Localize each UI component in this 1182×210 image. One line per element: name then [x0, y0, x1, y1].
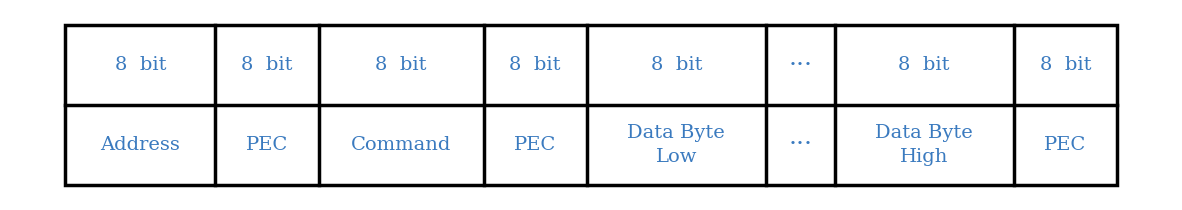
Text: 8  bit: 8 bit: [650, 56, 702, 74]
Text: ···: ···: [788, 133, 812, 156]
Text: Address: Address: [100, 136, 180, 154]
Text: 8  bit: 8 bit: [509, 56, 560, 74]
Text: PEC: PEC: [1044, 136, 1086, 154]
Text: 8  bit: 8 bit: [898, 56, 950, 74]
Text: 8  bit: 8 bit: [1040, 56, 1091, 74]
Text: 8  bit: 8 bit: [376, 56, 427, 74]
Text: Data Byte
Low: Data Byte Low: [628, 124, 725, 166]
Bar: [65, 25, 1117, 185]
Text: Command: Command: [351, 136, 452, 154]
Text: ···: ···: [788, 54, 812, 77]
Text: PEC: PEC: [514, 136, 557, 154]
Text: 8  bit: 8 bit: [241, 56, 293, 74]
Text: Data Byte
High: Data Byte High: [876, 124, 973, 166]
Text: 8  bit: 8 bit: [115, 56, 165, 74]
Text: PEC: PEC: [246, 136, 288, 154]
